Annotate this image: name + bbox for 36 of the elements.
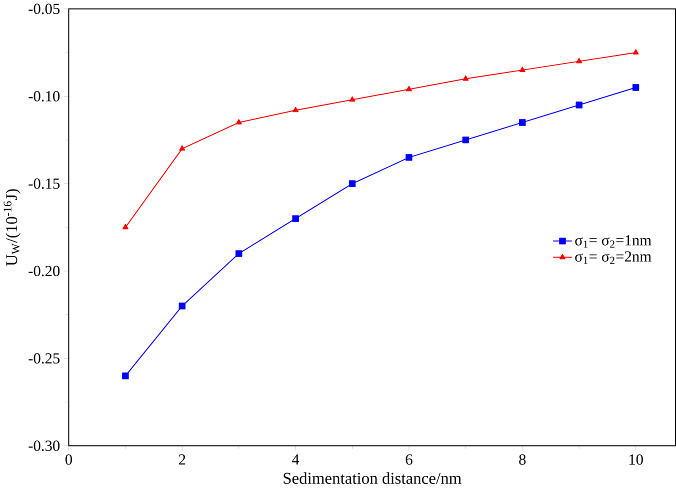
y-tick-label: -0.10 <box>28 91 60 102</box>
point <box>292 107 299 112</box>
point <box>462 76 469 81</box>
legend-label: σ$_{1}$= σ$_{2}$=1nm <box>575 235 652 248</box>
x-tick-label: 10 <box>629 454 643 465</box>
y-axis-title: U$_{W}$/(10$^{-16}$J) <box>4 189 21 266</box>
point <box>519 119 526 126</box>
point <box>122 372 129 380</box>
point <box>519 66 526 72</box>
point <box>576 102 582 109</box>
point <box>349 96 356 102</box>
point <box>178 302 186 310</box>
point <box>632 84 640 92</box>
x-axis-title: Sedimentation distance/nm <box>284 472 462 484</box>
point <box>179 146 186 151</box>
y-tick-label: -0.15 <box>28 178 60 190</box>
y-tick-label: -0.05 <box>28 4 60 14</box>
point <box>236 119 242 125</box>
y-tick-label: -0.20 <box>28 266 60 276</box>
point <box>406 86 412 92</box>
y-tick-label: -0.30 <box>28 440 60 452</box>
point <box>292 215 299 222</box>
point <box>236 250 242 258</box>
point <box>576 58 582 64</box>
legend-label: σ$_{1}$= σ$_{2}$=2nm <box>575 252 652 264</box>
x-tick-label: 4 <box>292 454 300 465</box>
point <box>632 49 639 55</box>
point <box>462 136 470 144</box>
point <box>406 154 412 162</box>
x-tick-label: 8 <box>519 454 526 465</box>
x-tick-label: 6 <box>406 454 412 465</box>
point <box>122 224 128 230</box>
x-tick-label: 0 <box>65 454 72 465</box>
y-tick-label: -0.25 <box>28 353 60 364</box>
point <box>348 180 356 188</box>
x-tick-label: 2 <box>178 454 186 465</box>
